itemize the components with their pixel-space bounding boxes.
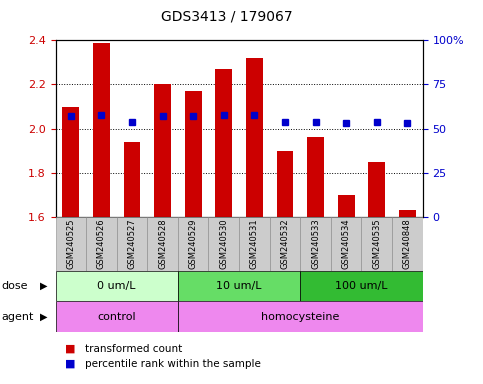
Bar xyxy=(62,106,79,217)
Bar xyxy=(178,301,423,332)
Bar xyxy=(56,217,86,271)
Bar xyxy=(209,217,239,271)
Bar xyxy=(178,271,300,301)
Text: GSM240528: GSM240528 xyxy=(158,218,167,269)
Bar xyxy=(277,151,293,217)
Text: dose: dose xyxy=(1,281,28,291)
Text: percentile rank within the sample: percentile rank within the sample xyxy=(85,359,260,369)
Bar xyxy=(369,162,385,217)
Bar xyxy=(86,217,117,271)
Bar xyxy=(246,58,263,217)
Bar xyxy=(239,217,270,271)
Text: GSM240531: GSM240531 xyxy=(250,218,259,269)
Bar xyxy=(124,142,141,217)
Bar xyxy=(399,210,416,217)
Bar xyxy=(178,217,209,271)
Text: transformed count: transformed count xyxy=(85,344,182,354)
Bar xyxy=(300,271,423,301)
Text: GSM240525: GSM240525 xyxy=(66,218,75,269)
Text: ▶: ▶ xyxy=(40,281,47,291)
Bar xyxy=(270,217,300,271)
Text: GSM240533: GSM240533 xyxy=(311,218,320,269)
Text: GSM240532: GSM240532 xyxy=(281,218,289,269)
Text: GSM240530: GSM240530 xyxy=(219,218,228,269)
Bar xyxy=(215,69,232,217)
Text: 0 um/L: 0 um/L xyxy=(98,281,136,291)
Text: GSM240529: GSM240529 xyxy=(189,218,198,269)
Bar xyxy=(56,271,178,301)
Text: GSM240527: GSM240527 xyxy=(128,218,137,269)
Text: ■: ■ xyxy=(65,359,76,369)
Text: control: control xyxy=(98,312,136,322)
Bar xyxy=(331,217,361,271)
Text: GSM240535: GSM240535 xyxy=(372,218,381,269)
Text: GSM240534: GSM240534 xyxy=(341,218,351,269)
Bar xyxy=(300,217,331,271)
Text: GSM240848: GSM240848 xyxy=(403,218,412,269)
Text: GDS3413 / 179067: GDS3413 / 179067 xyxy=(161,10,293,23)
Text: agent: agent xyxy=(1,312,33,322)
Bar xyxy=(154,84,171,217)
Bar xyxy=(338,195,355,217)
Bar xyxy=(56,301,178,332)
Text: ▶: ▶ xyxy=(40,312,47,322)
Bar xyxy=(361,217,392,271)
Text: 10 um/L: 10 um/L xyxy=(216,281,262,291)
Bar xyxy=(307,137,324,217)
Text: homocysteine: homocysteine xyxy=(261,312,340,322)
Text: 100 um/L: 100 um/L xyxy=(335,281,388,291)
Text: ■: ■ xyxy=(65,344,76,354)
Bar xyxy=(392,217,423,271)
Bar xyxy=(93,43,110,217)
Text: GSM240526: GSM240526 xyxy=(97,218,106,269)
Bar xyxy=(117,217,147,271)
Bar xyxy=(185,91,201,217)
Bar xyxy=(147,217,178,271)
